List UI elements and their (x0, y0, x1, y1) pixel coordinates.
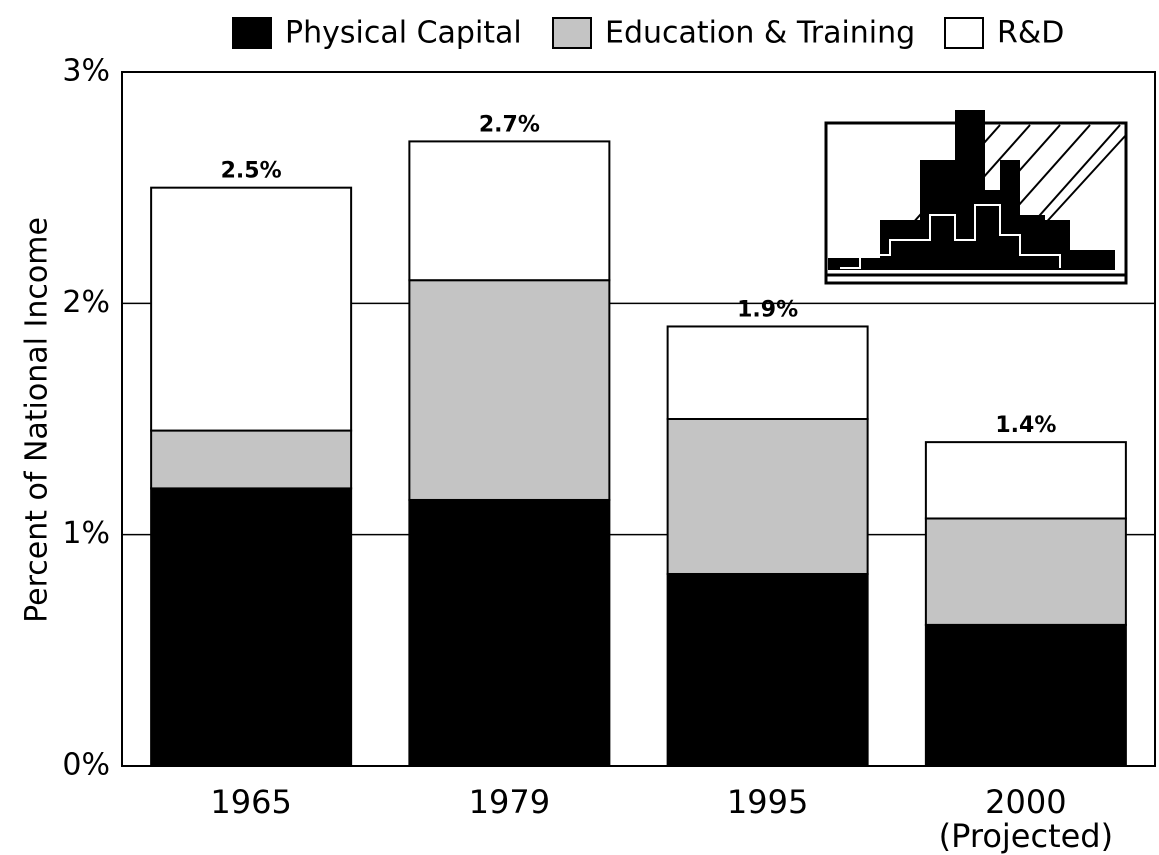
x-tick-label: 1995 (727, 783, 808, 821)
bar-segment (408, 140, 611, 282)
x-tick-label: 1979 (469, 783, 550, 821)
y-tick-label: 1% (62, 516, 110, 551)
bar-segment (666, 572, 869, 768)
total-label: 2.7% (479, 112, 540, 137)
bar-segment (150, 186, 353, 432)
bar-segment (408, 498, 611, 767)
total-label: 1.9% (737, 297, 798, 322)
x-tick-label: 2000 (985, 783, 1066, 821)
plot-frame (121, 71, 1156, 767)
y-tick-label: 3% (62, 54, 110, 89)
skyline-icon (824, 110, 1128, 285)
total-label: 2.5% (221, 159, 282, 184)
bar-segment (924, 623, 1127, 767)
bar-segment (924, 517, 1127, 626)
bar-segment (666, 418, 869, 575)
legend-swatch (944, 17, 984, 49)
bar-segment (924, 441, 1127, 520)
bar-segment (150, 487, 353, 767)
total-label: 1.4% (995, 413, 1056, 438)
x-annotation: (Projected) (939, 817, 1113, 855)
legend-label: Education & Training (605, 16, 915, 51)
legend-swatch (232, 17, 272, 49)
legend-label: R&D (997, 16, 1064, 51)
bar-segment (150, 429, 353, 490)
x-tick-label: 1965 (210, 783, 291, 821)
bar-segment (666, 325, 869, 421)
y-tick-label: 2% (62, 285, 110, 320)
y-axis-label: Percent of National Income (20, 217, 55, 623)
bar-segment (408, 279, 611, 501)
legend-swatch (552, 17, 592, 49)
legend-label: Physical Capital (285, 16, 522, 51)
y-tick-label: 0% (62, 748, 110, 783)
